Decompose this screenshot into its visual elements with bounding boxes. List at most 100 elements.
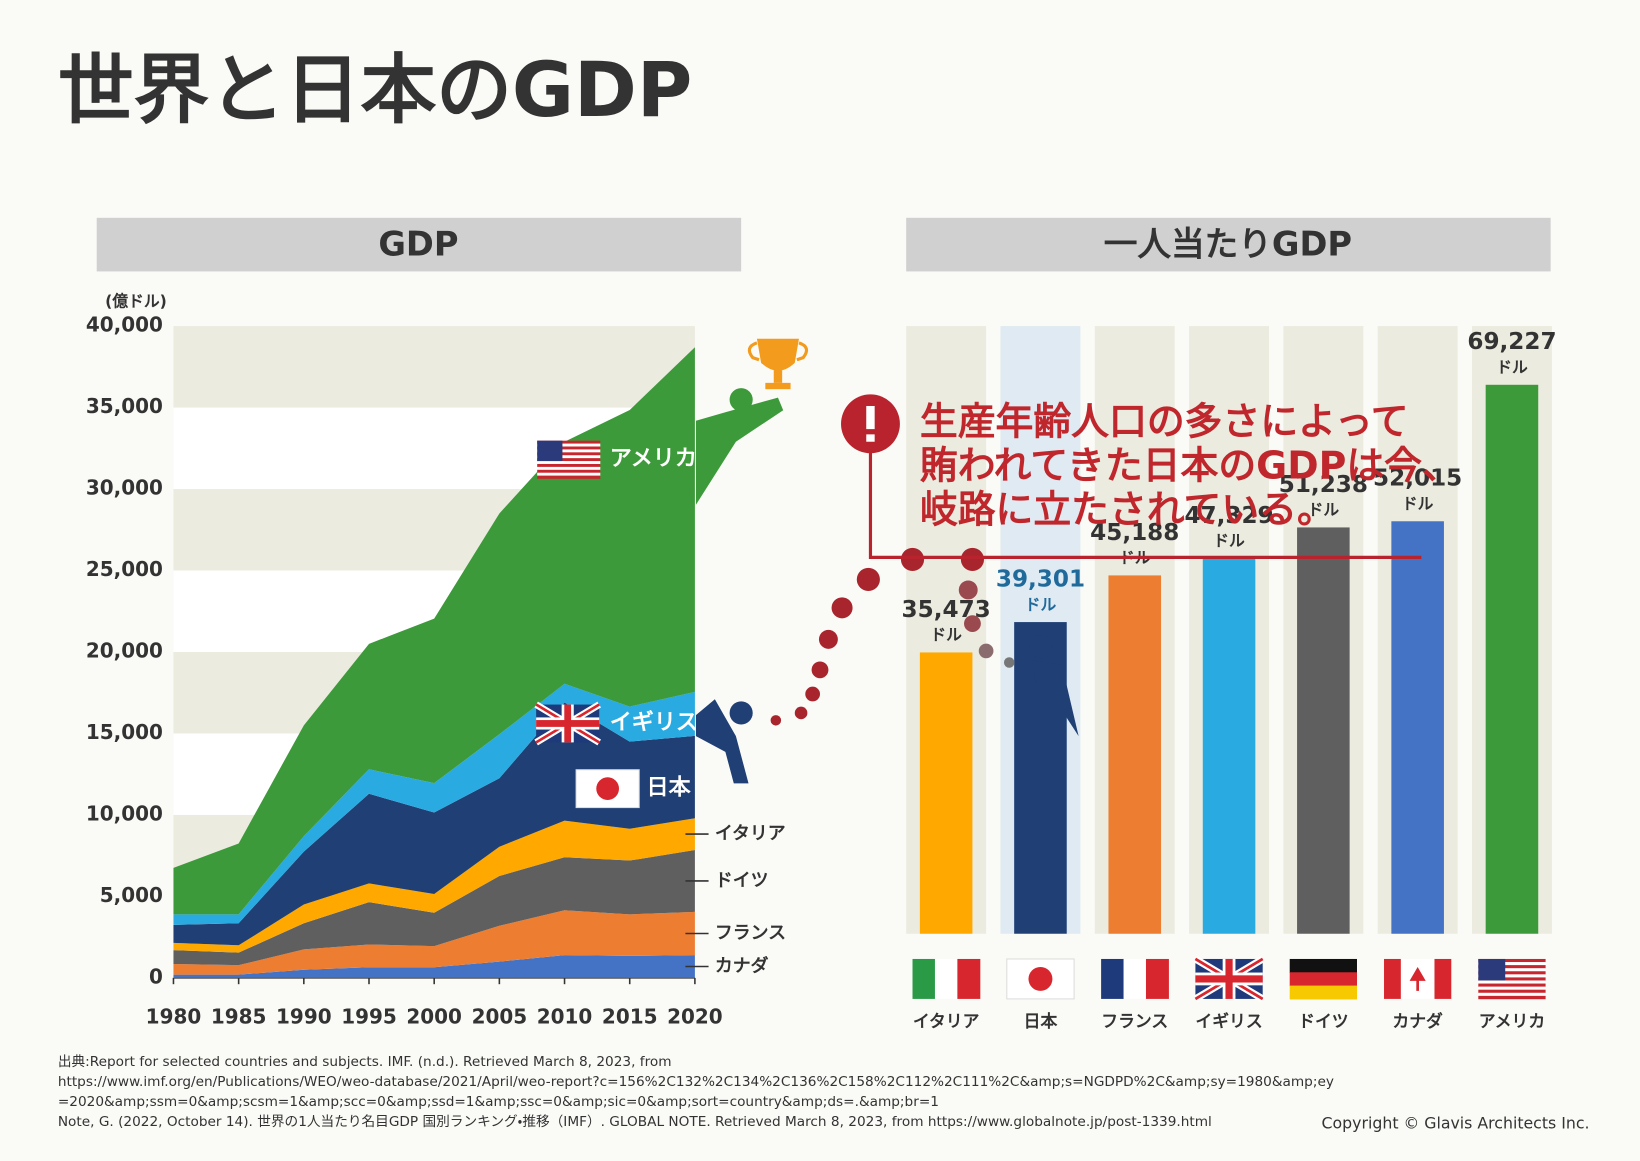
panel-title: GDP bbox=[378, 225, 458, 264]
flag bbox=[537, 440, 601, 479]
flag-part bbox=[1478, 974, 1546, 978]
value-label: 69,227 bbox=[1467, 329, 1556, 355]
flag bbox=[1193, 955, 1265, 1003]
area bbox=[173, 702, 695, 946]
flag bbox=[1289, 958, 1357, 1000]
flag-part bbox=[537, 463, 601, 468]
flag-part bbox=[537, 446, 601, 450]
source-note: =2020&amp;ssm=0&amp;scsm=1&amp;scc=0&amp… bbox=[58, 1094, 939, 1110]
flag-part bbox=[537, 461, 601, 465]
x-tick-label: 日本 bbox=[1024, 1011, 1058, 1031]
x-tick-label: 1985 bbox=[211, 1004, 267, 1028]
y-tick-label: 35,000 bbox=[86, 394, 163, 418]
area bbox=[173, 910, 695, 975]
flag-part bbox=[934, 958, 958, 999]
flag-part bbox=[1478, 968, 1546, 972]
x-tick-label: カナダ bbox=[1392, 1011, 1443, 1031]
flag-part bbox=[537, 455, 601, 459]
value-unit: ドル bbox=[1308, 500, 1340, 519]
flag bbox=[534, 701, 601, 746]
flag-part bbox=[537, 440, 601, 444]
x-tick-label: フランス bbox=[1101, 1011, 1168, 1031]
bar bbox=[1202, 558, 1256, 934]
panel-header bbox=[96, 217, 742, 272]
area bbox=[173, 849, 695, 966]
flag bbox=[1384, 958, 1452, 999]
x-tick-label: イギリス bbox=[1195, 1011, 1262, 1031]
flag-part bbox=[1289, 958, 1357, 973]
flag-part bbox=[1289, 972, 1357, 987]
flag-part bbox=[537, 475, 601, 479]
callout bbox=[841, 394, 1422, 559]
x-tick-label: 2010 bbox=[537, 1004, 593, 1028]
flag-part bbox=[1409, 966, 1426, 991]
flag-part bbox=[537, 472, 601, 476]
value-unit: ドル bbox=[1402, 494, 1434, 513]
dotted-arc bbox=[770, 547, 1015, 726]
flag-part bbox=[1478, 989, 1546, 994]
flag-part bbox=[1478, 962, 1546, 966]
flag-part bbox=[1028, 966, 1053, 991]
panel-title: 一人当たりGDP bbox=[1104, 225, 1352, 264]
panel-header bbox=[906, 217, 1551, 272]
grid-band bbox=[173, 326, 695, 408]
value-label: 51,238 bbox=[1279, 472, 1368, 498]
flag-part bbox=[1384, 958, 1401, 999]
x-tick-label: 2005 bbox=[472, 1004, 528, 1028]
flag-part bbox=[537, 449, 601, 453]
flag-part bbox=[537, 469, 601, 474]
flag-part bbox=[1478, 958, 1546, 963]
flag-part bbox=[1478, 977, 1546, 981]
flag-part bbox=[596, 777, 619, 801]
value-label: 52,015 bbox=[1373, 466, 1462, 492]
value-unit: ドル bbox=[1496, 357, 1528, 376]
copyright: Copyright © Glavis Architects Inc. bbox=[1322, 1114, 1590, 1133]
callout-text: 岐路に立たされている。 bbox=[920, 488, 1335, 532]
value-label: 39,301 bbox=[996, 567, 1085, 593]
value-label: 47,329 bbox=[1184, 503, 1273, 529]
source-note: Note, G. (2022, October 14). 世界の1人当たり名目G… bbox=[58, 1114, 1212, 1130]
flag-part bbox=[536, 720, 600, 727]
value-unit: ドル bbox=[930, 625, 962, 644]
flag-part bbox=[537, 466, 601, 471]
flag bbox=[1006, 958, 1075, 1000]
flag-part bbox=[1145, 958, 1169, 999]
x-tick-label: イタリア bbox=[913, 1011, 980, 1031]
x-tick-label: 1995 bbox=[341, 1004, 397, 1028]
flag-part bbox=[537, 452, 601, 456]
callout-text: 生産年齢人口の多さによって bbox=[920, 399, 1409, 443]
flag-part bbox=[1434, 958, 1452, 999]
x-tick-label: 2020 bbox=[667, 1004, 723, 1028]
flag-part bbox=[1195, 975, 1263, 983]
bar bbox=[1391, 521, 1444, 934]
flag-part bbox=[1289, 985, 1357, 1000]
callout-text: 賄われてきた日本のGDPは今、 bbox=[920, 444, 1460, 488]
flag bbox=[1101, 958, 1169, 999]
bar bbox=[1297, 527, 1350, 934]
y-tick-label: 5,000 bbox=[100, 883, 163, 907]
area bbox=[173, 955, 695, 978]
value-unit: ドル bbox=[1213, 531, 1245, 550]
page-title: 世界と日本のGDP bbox=[58, 46, 693, 134]
value-unit: ドル bbox=[1025, 595, 1057, 614]
flag-part bbox=[1478, 983, 1546, 987]
y-tick-label: 30,000 bbox=[86, 476, 163, 500]
flag bbox=[912, 958, 981, 999]
flag-part bbox=[1478, 971, 1546, 975]
flag-part bbox=[1123, 958, 1147, 999]
series-label: イギリス bbox=[610, 710, 698, 735]
x-tick-label: 1990 bbox=[276, 1004, 332, 1028]
bar bbox=[1485, 384, 1539, 934]
x-tick-label: 2015 bbox=[602, 1004, 658, 1028]
source-note: https://www.imf.org/en/Publications/WEO/… bbox=[58, 1074, 1334, 1090]
bar bbox=[1108, 575, 1162, 934]
flag-part bbox=[1478, 995, 1546, 1000]
flag-part bbox=[1478, 958, 1506, 981]
trophy bbox=[747, 338, 809, 390]
flag-part bbox=[537, 440, 563, 462]
flag-part bbox=[537, 443, 601, 447]
value-label: 45,188 bbox=[1090, 520, 1179, 546]
